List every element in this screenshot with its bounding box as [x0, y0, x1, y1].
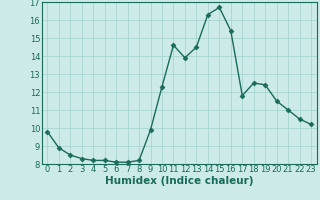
- X-axis label: Humidex (Indice chaleur): Humidex (Indice chaleur): [105, 176, 253, 186]
